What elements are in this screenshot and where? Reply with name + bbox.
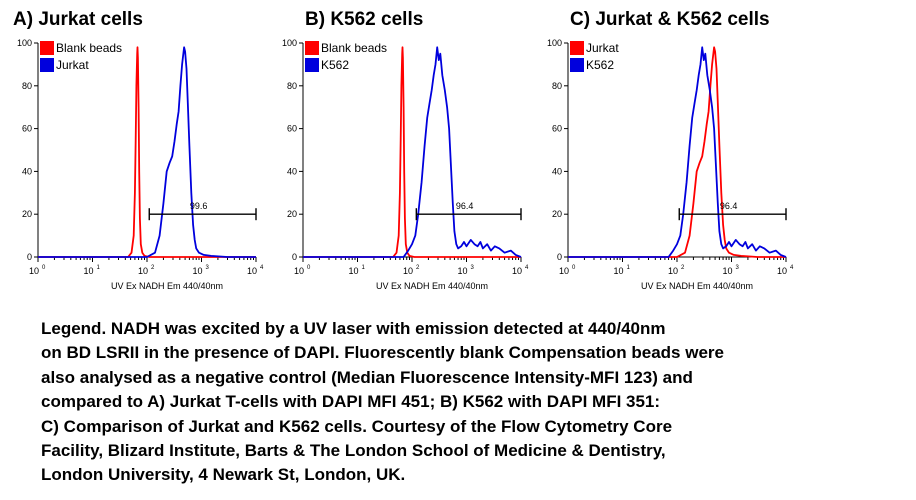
- y-tick-label: 40: [552, 166, 562, 176]
- x-tick-exponent: 2: [681, 265, 685, 271]
- x-axis-label: UV Ex NADH Em 440/40nm: [376, 281, 488, 291]
- x-tick-exponent: 2: [151, 265, 155, 271]
- y-tick-label: 0: [557, 252, 562, 262]
- y-tick-label: 0: [27, 252, 32, 262]
- x-tick-exponent: 2: [416, 265, 420, 271]
- x-tick-exponent: 3: [471, 265, 475, 271]
- x-tick-exponent: 3: [206, 265, 210, 271]
- legend-swatch: [40, 41, 54, 55]
- y-tick-label: 20: [287, 209, 297, 219]
- y-tick-label: 40: [22, 166, 32, 176]
- caption-line: on BD LSRII in the presence of DAPI. Flu…: [41, 343, 724, 363]
- y-tick-label: 100: [282, 38, 297, 48]
- caption-line: Legend. NADH was excited by a UV laser w…: [41, 319, 666, 338]
- x-tick-label: 10: [613, 266, 623, 276]
- x-tick-exponent: 0: [572, 265, 576, 271]
- x-tick-label: 10: [348, 266, 358, 276]
- gate-label: 96.4: [720, 201, 738, 211]
- caption-line: Facility, Blizard Institute, Barts & The…: [41, 441, 666, 461]
- y-tick-label: 0: [292, 252, 297, 262]
- y-tick-label: 80: [287, 81, 297, 91]
- x-tick-label: 10: [29, 266, 39, 276]
- series-line: [568, 46, 786, 258]
- legend-label: Blank beads: [321, 41, 387, 55]
- x-tick-exponent: 4: [790, 265, 794, 271]
- legend-swatch: [305, 41, 319, 55]
- legend-label: K562: [586, 58, 614, 72]
- x-tick-label: 10: [512, 266, 522, 276]
- x-tick-label: 10: [247, 266, 257, 276]
- x-axis-label: UV Ex NADH Em 440/40nm: [111, 281, 223, 291]
- x-tick-exponent: 1: [627, 265, 631, 271]
- x-tick-label: 10: [668, 266, 678, 276]
- histogram-panel: 0 20 40 60 80 100 10 0 10 1 10 2 10 3 10 4 UV Ex NADH Em…: [265, 0, 555, 300]
- x-tick-label: 10: [559, 266, 569, 276]
- x-tick-exponent: 0: [307, 265, 311, 271]
- series-line: [303, 46, 521, 258]
- x-tick-exponent: 3: [736, 265, 740, 271]
- y-tick-label: 80: [552, 81, 562, 91]
- histogram-panel: 0 20 40 60 80 100 10 0 10 1 10 2 10 3 10 4 UV Ex NADH Em…: [0, 0, 290, 300]
- x-tick-exponent: 0: [42, 265, 46, 271]
- caption-line: compared to A) Jurkat T-cells with DAPI …: [41, 392, 661, 412]
- legend-label: Jurkat: [56, 58, 89, 72]
- x-tick-label: 10: [777, 266, 787, 276]
- x-tick-label: 10: [192, 266, 202, 276]
- x-tick-exponent: 4: [525, 265, 529, 271]
- y-tick-label: 60: [287, 124, 297, 134]
- x-axis-label: UV Ex NADH Em 440/40nm: [641, 281, 753, 291]
- x-tick-label: 10: [457, 266, 467, 276]
- panel-title: C) Jurkat & K562 cells: [570, 9, 770, 30]
- legend-swatch: [570, 58, 584, 72]
- gate-label: 99.6: [190, 201, 208, 211]
- x-tick-label: 10: [722, 266, 732, 276]
- y-tick-label: 100: [17, 38, 32, 48]
- caption-line: also analysed as a negative control (Med…: [41, 367, 693, 387]
- figure-caption: Legend. NADH was excited by a UV laser w…: [41, 317, 901, 488]
- x-tick-exponent: 1: [97, 265, 101, 271]
- histogram-panel: 0 20 40 60 80 100 10 0 10 1 10 2 10 3 10 4 UV Ex NADH Em…: [530, 0, 820, 300]
- y-tick-label: 60: [552, 124, 562, 134]
- panel-title: B) K562 cells: [305, 9, 424, 30]
- legend-swatch: [570, 41, 584, 55]
- legend-swatch: [40, 58, 54, 72]
- gate-label: 96.4: [456, 201, 474, 211]
- series-line: [303, 46, 522, 258]
- x-tick-label: 10: [294, 266, 304, 276]
- x-tick-exponent: 1: [362, 265, 366, 271]
- panel-title: A) Jurkat cells: [13, 9, 143, 30]
- series-line: [568, 46, 787, 258]
- y-tick-label: 80: [22, 81, 32, 91]
- y-tick-label: 60: [22, 124, 32, 134]
- caption-line: London University, 4 Newark St, London, …: [41, 465, 406, 485]
- legend-label: K562: [321, 58, 349, 72]
- legend-label: Jurkat: [586, 41, 619, 55]
- y-tick-label: 40: [287, 166, 297, 176]
- x-tick-label: 10: [83, 266, 93, 276]
- caption-line: C) Comparison of Jurkat and K562 cells. …: [41, 416, 673, 436]
- legend-swatch: [305, 58, 319, 72]
- y-tick-label: 20: [552, 209, 562, 219]
- series-line: [38, 46, 256, 258]
- x-tick-label: 10: [403, 266, 413, 276]
- x-tick-exponent: 4: [260, 265, 264, 271]
- y-tick-label: 100: [547, 38, 562, 48]
- legend-label: Blank beads: [56, 41, 122, 55]
- x-tick-label: 10: [138, 266, 148, 276]
- y-tick-label: 20: [22, 209, 32, 219]
- series-line: [38, 46, 256, 258]
